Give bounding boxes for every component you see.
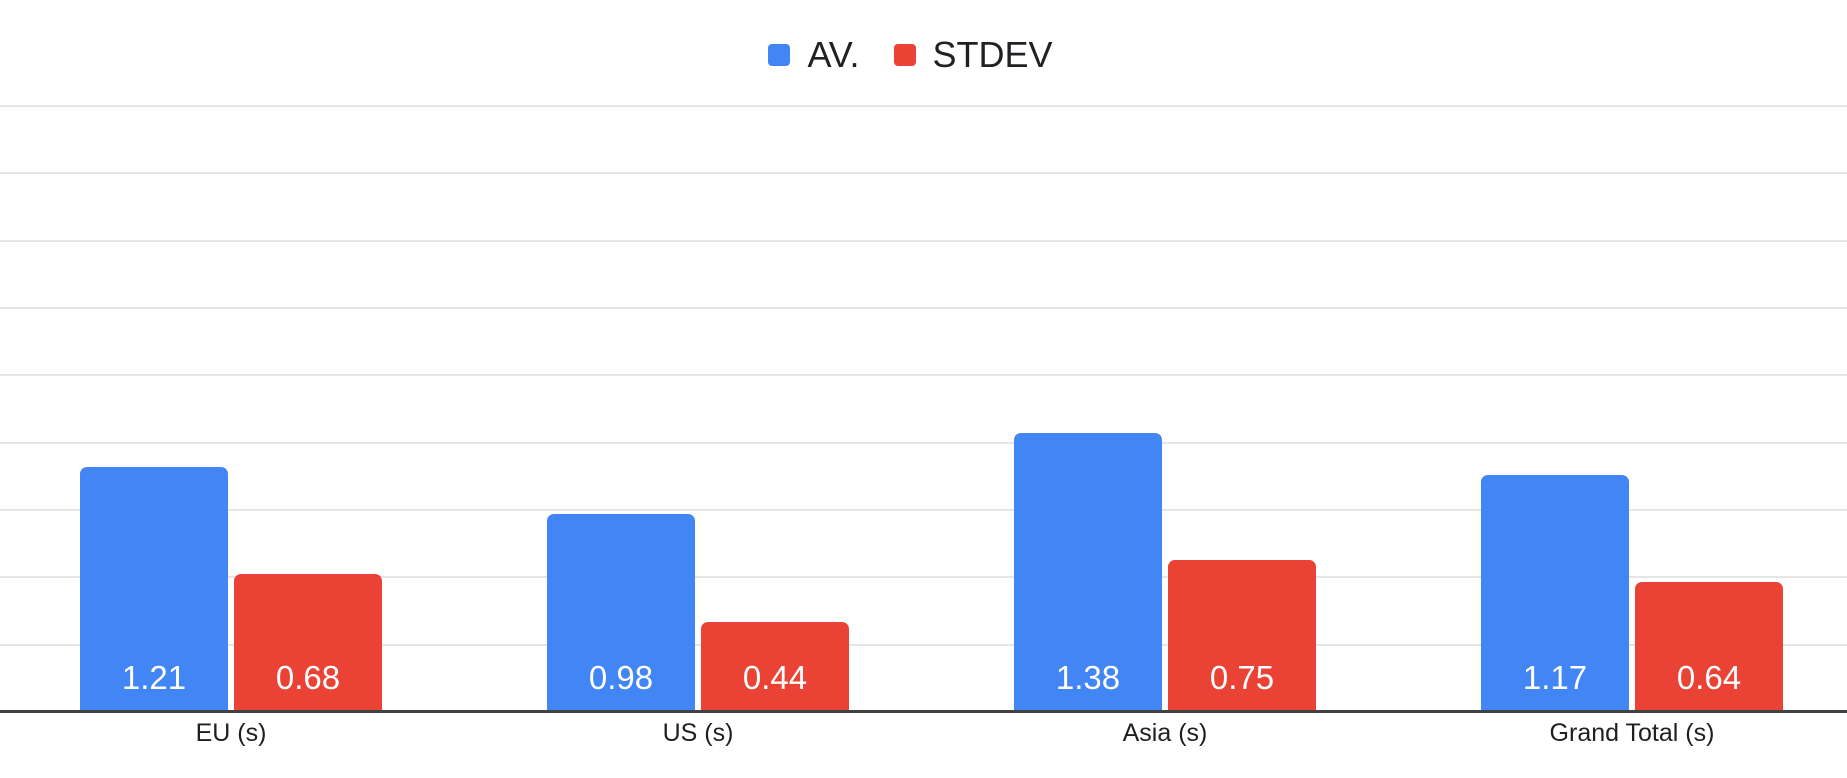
gridline-8: [0, 643, 1847, 646]
bar-value-stdev-us-s: 0.44: [742, 659, 808, 696]
bar-stdev-us-s[interactable]: [701, 622, 849, 711]
legend-swatch-av: [768, 43, 791, 66]
bar-value-av-us-s: 0.98: [588, 659, 654, 696]
gridline-7: [0, 576, 1847, 579]
x-axis-label-asia-s: Asia (s): [1122, 719, 1208, 747]
gridline-1: [0, 172, 1847, 175]
bar-value-stdev-eu-s: 0.68: [275, 659, 341, 696]
gridline-0: [0, 105, 1847, 107]
gridline-2: [0, 239, 1847, 242]
bar-av-asia-s[interactable]: [1014, 432, 1162, 711]
gridline-3: [0, 307, 1847, 309]
gridline-4: [0, 374, 1847, 377]
chart-legend: AV. STDEV: [0, 34, 1821, 75]
bar-av-us-s[interactable]: [547, 513, 695, 711]
legend-swatch-stdev: [893, 43, 916, 66]
gridline-5: [0, 441, 1847, 444]
legend-item-av[interactable]: AV.: [768, 34, 860, 75]
x-axis-label-us-s: US (s): [662, 719, 734, 747]
legend-label-av: AV.: [807, 34, 860, 75]
x-axis-line: [0, 710, 1847, 713]
legend-label-stdev: STDEV: [932, 34, 1053, 75]
bar-stdev-grand-total-s[interactable]: [1635, 582, 1783, 711]
bar-value-stdev-asia-s: 0.75: [1209, 659, 1275, 696]
bar-value-stdev-grand-total-s: 0.64: [1676, 659, 1742, 696]
x-axis-label-grand-total-s: Grand Total (s): [1549, 719, 1715, 747]
bar-value-av-eu-s: 1.21: [121, 659, 187, 696]
bar-value-av-asia-s: 1.38: [1055, 659, 1121, 696]
bar-av-eu-s[interactable]: [80, 467, 228, 711]
legend-item-stdev[interactable]: STDEV: [893, 34, 1053, 75]
gridline-6: [0, 509, 1847, 511]
bar-stdev-asia-s[interactable]: [1168, 559, 1316, 711]
bar-value-av-grand-total-s: 1.17: [1522, 659, 1588, 696]
bar-av-grand-total-s[interactable]: [1481, 475, 1629, 711]
x-axis-label-eu-s: EU (s): [195, 719, 267, 747]
bar-stdev-eu-s[interactable]: [234, 574, 382, 711]
